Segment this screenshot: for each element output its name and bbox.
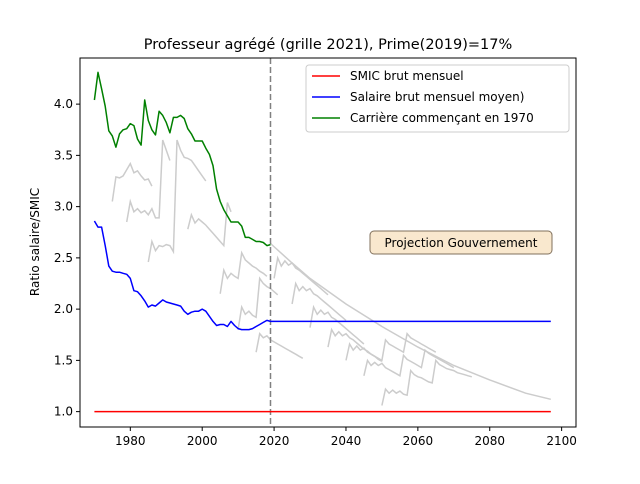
carriere-1970-line — [93, 71, 271, 247]
y-tick-label-4.0: 4.0 — [54, 97, 73, 111]
y-tick-label-3.0: 3.0 — [54, 200, 73, 214]
background-career-line-2 — [147, 139, 207, 263]
y-tick-label-1.0: 1.0 — [54, 405, 73, 419]
y-tick-label-3.5: 3.5 — [54, 148, 73, 162]
legend-label-salaire: Salaire brut mensuel moyen) — [350, 90, 524, 104]
background-career-line-7 — [269, 242, 551, 401]
background-career-line-1 — [125, 139, 171, 223]
plot-frame — [79, 57, 577, 428]
legend: SMIC brut mensuel Salaire brut mensuel m… — [305, 64, 570, 133]
x-tick-label-2100: 2100 — [546, 434, 577, 448]
background-career-line-8 — [273, 255, 329, 296]
legend-frame — [305, 64, 570, 133]
salaire-moyen-line — [93, 220, 551, 331]
background-career-line-14 — [381, 358, 473, 406]
x-tick-label-2000: 2000 — [187, 434, 218, 448]
x-tick-label-2020: 2020 — [259, 434, 290, 448]
background-career-line-3 — [187, 202, 232, 248]
background-career-line-6 — [255, 332, 304, 359]
x-tick-label-1980: 1980 — [115, 434, 146, 448]
chart-title: Professeur agrégé (grille 2021), Prime(2… — [144, 37, 513, 53]
series-lines — [93, 71, 551, 413]
background-career-line-4 — [219, 250, 268, 294]
y-axis-label: Ratio salaire/SMIC — [28, 188, 42, 296]
background-career-line-13 — [363, 348, 455, 377]
x-tick-label-2060: 2060 — [403, 434, 434, 448]
y-axis: 1.0 1.5 2.0 2.5 3.0 3.5 4.0 — [54, 97, 80, 419]
legend-label-carriere: Carrière commençant en 1970 — [350, 111, 534, 125]
annotation-box: Projection Gouvernement — [369, 230, 553, 255]
annotation-background — [369, 230, 553, 255]
x-tick-label-2040: 2040 — [331, 434, 362, 448]
background-career-line-5 — [237, 276, 279, 330]
background-career-line-0 — [111, 161, 153, 202]
x-axis: 1980 2000 2020 2040 2060 2080 2100 — [115, 427, 577, 448]
y-tick-label-2.5: 2.5 — [54, 251, 73, 265]
legend-label-smic: SMIC brut mensuel — [350, 69, 464, 83]
background-career-line-12 — [345, 332, 437, 362]
y-tick-label-2.0: 2.0 — [54, 302, 73, 316]
annotation-text: Projection Gouvernement — [385, 236, 538, 250]
x-tick-label-2080: 2080 — [474, 434, 505, 448]
background-career-line-9 — [291, 281, 347, 321]
y-tick-label-1.5: 1.5 — [54, 353, 73, 367]
